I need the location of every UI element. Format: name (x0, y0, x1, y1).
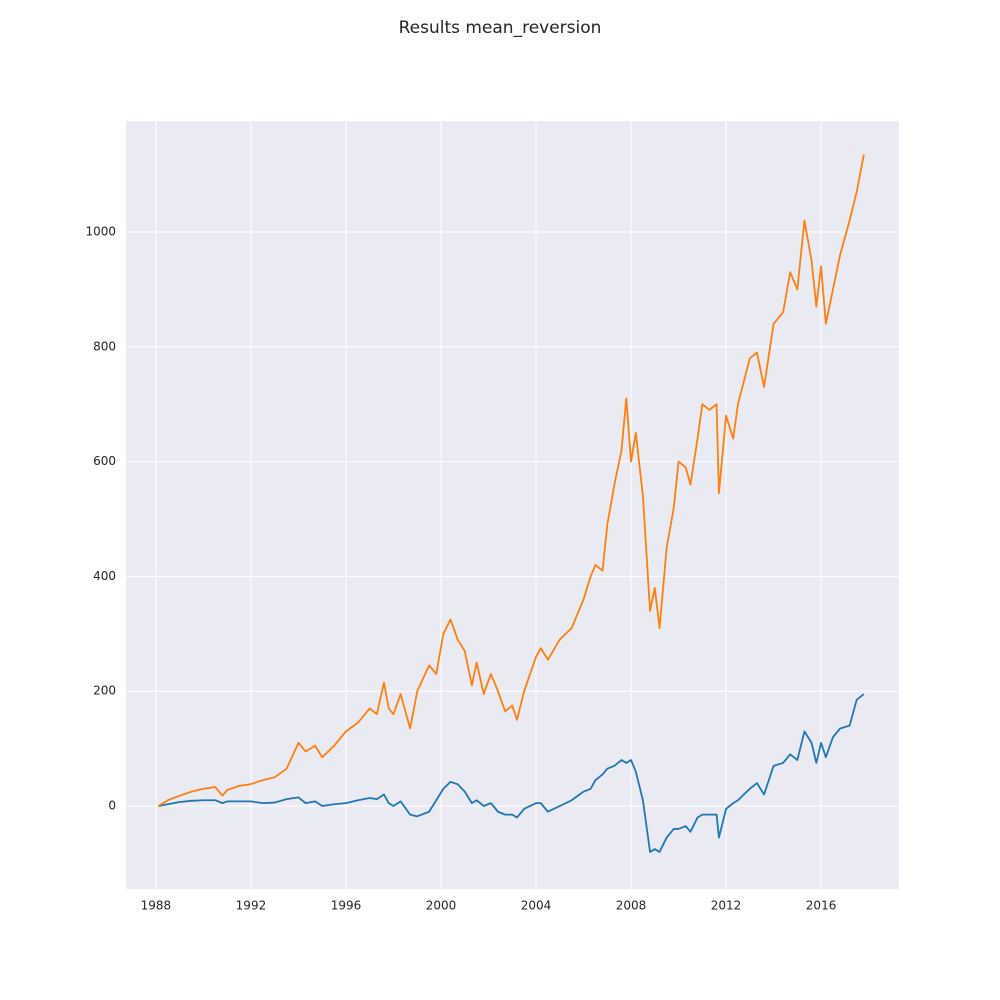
x-tick-label: 2016 (806, 899, 837, 913)
y-tick-label: 1000 (85, 225, 116, 239)
x-tick-label: 1988 (141, 899, 172, 913)
y-tick-label: 200 (93, 684, 116, 698)
series-line (157, 154, 865, 807)
x-tick-label: 1992 (236, 899, 267, 913)
y-tick-label: 400 (93, 569, 116, 583)
series-line (158, 693, 865, 853)
x-tick-label: 2012 (711, 899, 742, 913)
plot-area (126, 121, 899, 889)
x-tick-label: 2004 (521, 899, 552, 913)
x-tick-label: 2000 (426, 899, 457, 913)
y-tick-label: 800 (93, 339, 116, 353)
y-tick-label: 600 (93, 454, 116, 468)
chart-title: Results mean_reversion (399, 18, 602, 38)
x-tick-label: 1996 (331, 899, 362, 913)
y-tick-label: 0 (108, 799, 116, 813)
x-tick-label: 2008 (616, 899, 647, 913)
